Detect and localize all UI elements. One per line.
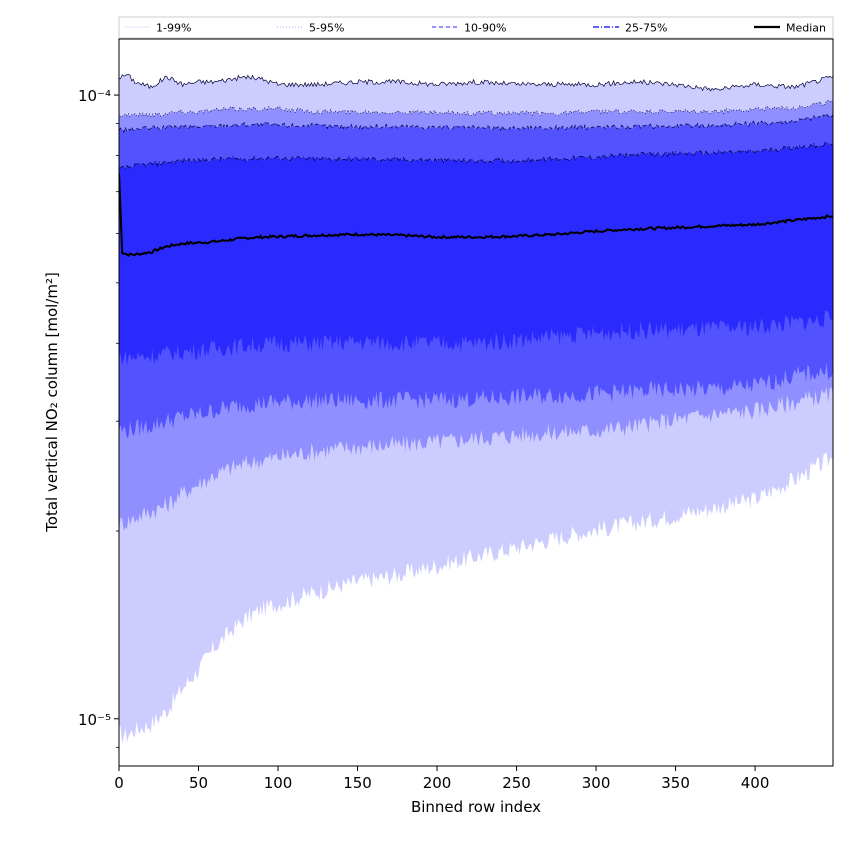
legend: 1-99% 5-95% 10-90% 25-75% Median (118, 16, 834, 39)
legend-label: Median (786, 22, 826, 35)
x-tick-label: 300 (582, 774, 611, 792)
band-edge-lines (119, 73, 833, 170)
legend-label: 5-95% (309, 22, 344, 35)
band-upper-edge-25to75 (119, 142, 833, 170)
x-tick-label: 250 (502, 774, 531, 792)
y-axis-label: Total vertical NO₂ column [mol/m²] (43, 272, 61, 533)
median-line (119, 172, 833, 257)
x-tick-label: 350 (661, 774, 690, 792)
x-tick-label: 200 (423, 774, 452, 792)
y-tick-label: 10⁻⁵ (78, 711, 111, 729)
band-upper-edge-5to95 (119, 100, 833, 118)
legend-label: 25-75% (625, 22, 667, 35)
x-tick-label: 150 (343, 774, 372, 792)
band-upper-edge-1to99 (119, 73, 833, 92)
x-tick-label: 50 (189, 774, 208, 792)
legend-box (118, 16, 834, 39)
x-tick-label: 100 (264, 774, 293, 792)
y-tick-label: 10⁻⁴ (78, 87, 111, 105)
legend-label: 1-99% (156, 22, 191, 35)
x-tick-label: 400 (741, 774, 770, 792)
legend-label: 10-90% (464, 22, 506, 35)
median-series (119, 172, 833, 257)
x-axis-label: Binned row index (411, 798, 541, 816)
x-tick-label: 0 (114, 774, 124, 792)
band-upper-edge-10to90 (119, 112, 833, 133)
band-25to75 (119, 142, 833, 367)
axes: 0 50 100 150 200 250 300 350 400 10⁻⁵ 10⁻⁴ (78, 38, 834, 792)
percentile-bands (119, 74, 833, 744)
plot-frame (118, 38, 834, 767)
